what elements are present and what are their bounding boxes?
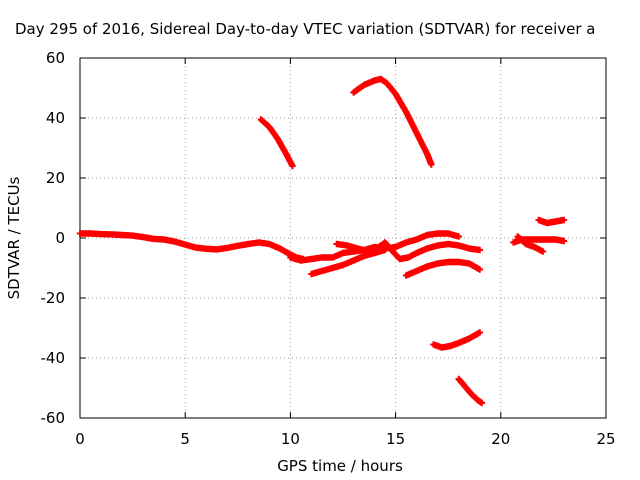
- x-axis-label: GPS time / hours: [277, 457, 403, 475]
- data-point-marker: [428, 161, 435, 168]
- x-tick-label: 15: [386, 430, 405, 448]
- y-tick-label: 40: [46, 109, 65, 127]
- data-point-marker: [476, 266, 483, 273]
- y-axis-label: SDTVAR / TECUs: [5, 176, 23, 299]
- grid-lines: [80, 58, 606, 418]
- chart-title: Day 295 of 2016, Sidereal Day-to-day VTE…: [15, 20, 596, 38]
- y-tick-label: -60: [41, 409, 66, 427]
- data-point-marker: [476, 246, 483, 254]
- data-point-marker: [455, 233, 462, 240]
- data-point-marker: [560, 216, 568, 224]
- data-point-marker: [381, 246, 389, 254]
- y-tick-label: 60: [46, 49, 65, 67]
- x-tick-label: 5: [180, 430, 190, 448]
- y-tick-label: 20: [46, 169, 65, 187]
- y-tick-label: -40: [41, 349, 66, 367]
- axis-ticks: 0 5 10 15 20 25 -60 -40 -20 0 20 40 60: [41, 49, 616, 448]
- y-tick-label: -20: [41, 289, 66, 307]
- data-point-marker: [478, 399, 486, 407]
- x-tick-label: 20: [491, 430, 510, 448]
- x-tick-label: 0: [75, 430, 85, 448]
- x-tick-label: 10: [281, 430, 300, 448]
- x-tick-label: 25: [596, 430, 615, 448]
- data-point-marker: [539, 248, 547, 255]
- data-point-marker: [476, 329, 483, 336]
- data-point-marker: [289, 162, 296, 170]
- y-tick-label: 0: [55, 229, 65, 247]
- data-point-marker: [560, 237, 568, 245]
- data-marks: [76, 75, 568, 407]
